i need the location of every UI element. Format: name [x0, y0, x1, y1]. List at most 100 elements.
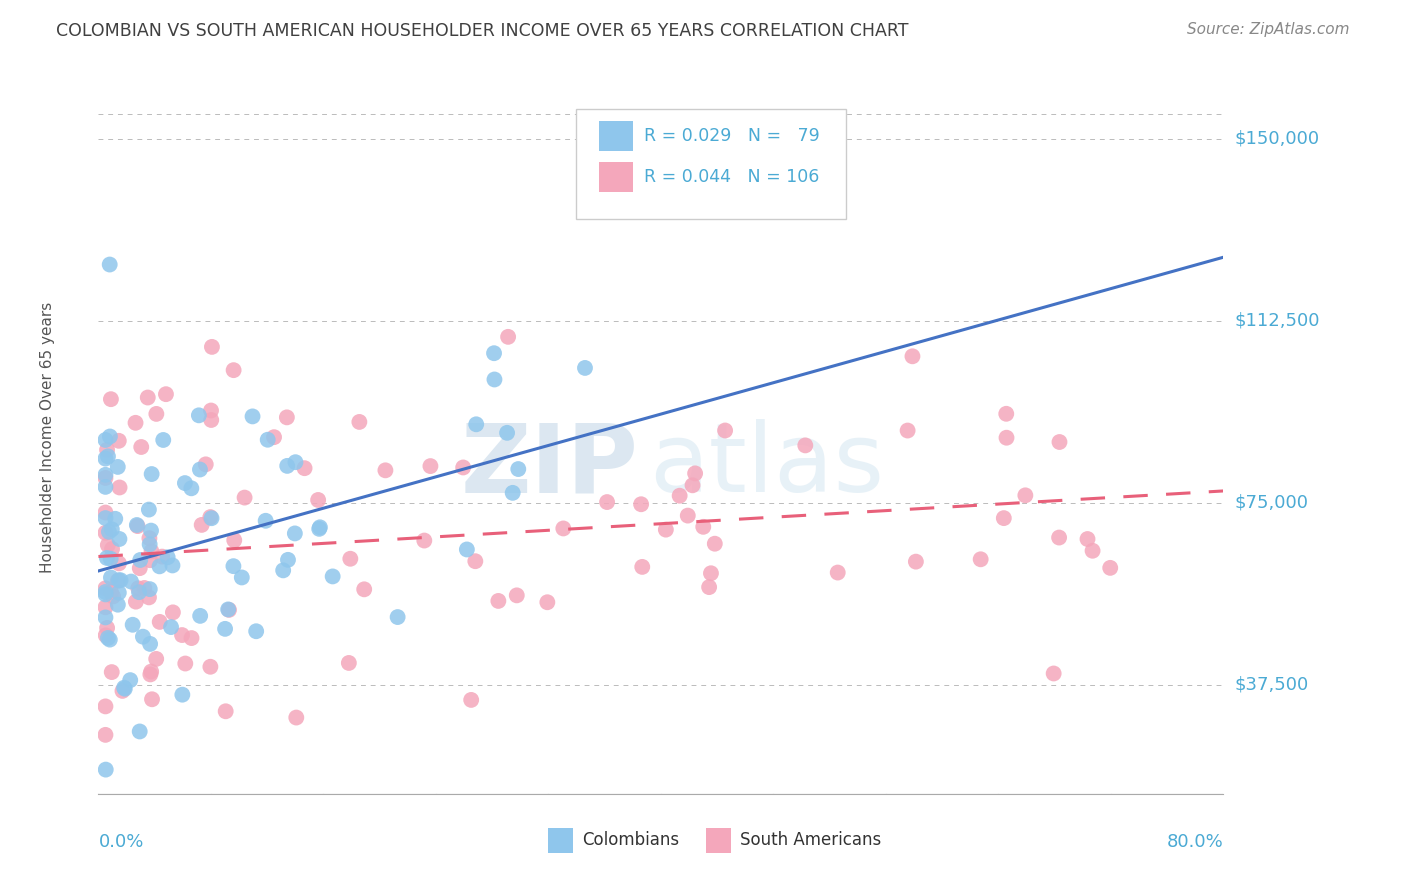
Point	[508, 462, 530, 476]
Point	[714, 424, 737, 438]
Point	[655, 523, 678, 537]
Bar	[599, 161, 633, 192]
Point	[969, 552, 991, 566]
FancyBboxPatch shape	[576, 109, 846, 219]
Point	[120, 574, 142, 589]
Point	[419, 459, 441, 474]
Point	[98, 258, 121, 272]
Point	[94, 471, 117, 485]
Point	[97, 450, 120, 464]
Point	[897, 424, 920, 438]
Text: 80.0%: 80.0%	[1167, 833, 1223, 851]
Point	[322, 569, 344, 583]
Point	[233, 491, 256, 505]
Point	[496, 425, 519, 440]
Text: $112,500: $112,500	[1234, 311, 1320, 329]
Point	[120, 673, 142, 687]
Text: South Americans: South Americans	[740, 831, 880, 849]
Point	[827, 566, 849, 580]
Point	[553, 521, 575, 535]
Point	[200, 659, 222, 673]
Point	[96, 551, 118, 566]
Point	[138, 537, 160, 551]
Point	[496, 330, 519, 344]
Point	[94, 467, 117, 482]
Point	[94, 433, 117, 447]
Point	[94, 585, 117, 599]
Bar	[548, 828, 574, 853]
Point	[94, 628, 117, 642]
Point	[1081, 543, 1104, 558]
Point	[174, 476, 197, 491]
Point	[134, 581, 156, 595]
Point	[794, 438, 817, 452]
Point	[692, 520, 714, 534]
Point	[107, 598, 129, 612]
Point	[413, 533, 436, 548]
Point	[506, 588, 529, 602]
Text: Source: ZipAtlas.com: Source: ZipAtlas.com	[1187, 22, 1350, 37]
Point	[215, 704, 238, 718]
Point	[162, 558, 184, 573]
Point	[256, 433, 278, 447]
Point	[127, 519, 149, 533]
Point	[162, 606, 184, 620]
Point	[100, 551, 122, 566]
Point	[94, 600, 117, 615]
Point	[145, 407, 167, 421]
Text: R = 0.044   N = 106: R = 0.044 N = 106	[644, 168, 820, 186]
Point	[1014, 488, 1036, 502]
Point	[180, 631, 202, 645]
Point	[94, 451, 117, 466]
Point	[174, 657, 197, 671]
Point	[139, 582, 162, 596]
Point	[631, 560, 654, 574]
Point	[94, 699, 117, 714]
Point	[149, 615, 172, 629]
Point	[374, 463, 396, 477]
Point	[682, 478, 704, 492]
Point	[901, 349, 924, 363]
Point	[276, 410, 298, 425]
Point	[124, 416, 146, 430]
Point	[254, 514, 277, 528]
Point	[224, 533, 246, 548]
Point	[94, 582, 117, 596]
Point	[108, 532, 131, 546]
Point	[217, 602, 239, 616]
Point	[107, 434, 129, 448]
Point	[630, 497, 652, 511]
Point	[337, 656, 360, 670]
Point	[464, 554, 486, 568]
Text: Colombians: Colombians	[582, 831, 679, 849]
Point	[200, 510, 222, 524]
Point	[353, 582, 375, 597]
Text: atlas: atlas	[650, 419, 884, 512]
Point	[242, 409, 264, 424]
Point	[97, 631, 120, 645]
Point	[993, 511, 1015, 525]
Point	[94, 728, 117, 742]
Point	[104, 512, 127, 526]
Point	[125, 594, 148, 608]
Point	[128, 561, 150, 575]
Point	[129, 553, 152, 567]
Point	[132, 630, 155, 644]
Point	[108, 574, 131, 588]
Point	[97, 538, 120, 552]
Point	[188, 608, 211, 623]
Point	[200, 403, 222, 417]
Text: ZIP: ZIP	[460, 419, 638, 512]
Point	[108, 585, 131, 599]
Text: COLOMBIAN VS SOUTH AMERICAN HOUSEHOLDER INCOME OVER 65 YEARS CORRELATION CHART: COLOMBIAN VS SOUTH AMERICAN HOUSEHOLDER …	[56, 22, 908, 40]
Point	[107, 459, 129, 474]
Point	[245, 624, 267, 639]
Point	[194, 458, 217, 472]
Point	[100, 392, 122, 407]
Point	[148, 559, 170, 574]
Point	[294, 461, 316, 475]
Point	[110, 573, 132, 587]
Point	[284, 455, 307, 469]
Text: $37,500: $37,500	[1234, 675, 1309, 694]
Point	[114, 681, 136, 696]
